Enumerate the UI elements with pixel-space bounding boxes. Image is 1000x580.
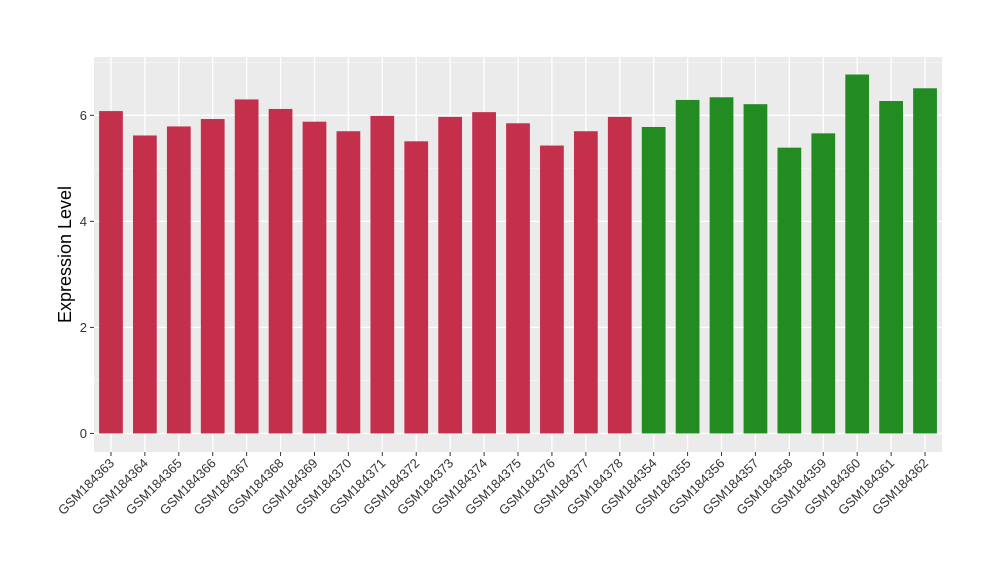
y-tick-label: 6 <box>80 108 87 123</box>
bar-GSM184377 <box>573 131 598 434</box>
y-axis: 0 2 4 6 <box>80 108 94 441</box>
bar-GSM184375 <box>506 123 530 434</box>
bar-GSM184354 <box>641 126 666 434</box>
y-tick-label: 2 <box>80 320 87 335</box>
bar-GSM184364 <box>133 135 157 434</box>
bar-GSM184374 <box>472 112 496 434</box>
bar-GSM184358 <box>777 147 802 434</box>
bar-GSM184360 <box>845 74 870 434</box>
bar-GSM184365 <box>166 126 191 434</box>
bar-GSM184363 <box>99 111 123 434</box>
bar-GSM184355 <box>675 99 700 434</box>
y-tick-label: 4 <box>80 214 87 229</box>
bar-GSM184372 <box>404 141 429 434</box>
bar-GSM184378 <box>607 116 632 434</box>
bar-GSM184367 <box>234 99 259 434</box>
bar-GSM184371 <box>370 115 395 434</box>
bar-GSM184359 <box>811 133 836 434</box>
bar-GSM184362 <box>913 88 937 434</box>
bar-GSM184368 <box>268 108 293 434</box>
bar-GSM184357 <box>743 104 768 434</box>
bar-GSM184366 <box>200 119 225 434</box>
bar-GSM184373 <box>438 116 463 434</box>
bars-group <box>99 74 937 434</box>
bar-GSM184369 <box>302 121 327 434</box>
bar-GSM184376 <box>540 145 564 434</box>
y-tick-label: 0 <box>80 426 87 441</box>
bar-GSM184356 <box>709 97 734 434</box>
bar-GSM184370 <box>336 131 361 434</box>
y-axis-title: Expression Level <box>55 186 75 323</box>
x-axis: GSM184363GSM184364GSM184365GSM184366GSM1… <box>55 452 931 518</box>
bar-GSM184361 <box>879 101 903 434</box>
